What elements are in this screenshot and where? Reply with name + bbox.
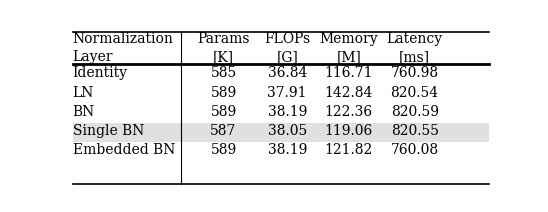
Text: 122.36: 122.36 bbox=[325, 105, 373, 119]
Text: 760.98: 760.98 bbox=[391, 66, 439, 80]
Text: 38.05: 38.05 bbox=[267, 124, 307, 138]
Text: BN: BN bbox=[73, 105, 95, 119]
Text: Params
[K]: Params [K] bbox=[197, 32, 250, 64]
Text: 587: 587 bbox=[210, 124, 237, 138]
Text: 589: 589 bbox=[210, 86, 237, 100]
Text: Latency
[ms]: Latency [ms] bbox=[386, 32, 443, 64]
Text: Memory
[M]: Memory [M] bbox=[319, 32, 378, 64]
Text: 589: 589 bbox=[210, 144, 237, 158]
Text: 116.71: 116.71 bbox=[324, 66, 373, 80]
Bar bbox=[73, 123, 489, 142]
Text: 38.19: 38.19 bbox=[267, 105, 307, 119]
Text: 820.59: 820.59 bbox=[391, 105, 438, 119]
Text: 820.54: 820.54 bbox=[391, 86, 439, 100]
Text: 585: 585 bbox=[210, 66, 237, 80]
Text: Identity: Identity bbox=[73, 66, 128, 80]
Text: 760.08: 760.08 bbox=[391, 144, 439, 158]
Text: Single BN: Single BN bbox=[73, 124, 144, 138]
Text: 820.55: 820.55 bbox=[391, 124, 438, 138]
Text: 36.84: 36.84 bbox=[267, 66, 307, 80]
Text: 38.19: 38.19 bbox=[267, 144, 307, 158]
Text: 142.84: 142.84 bbox=[324, 86, 373, 100]
Text: Embedded BN: Embedded BN bbox=[73, 144, 175, 158]
Text: 589: 589 bbox=[210, 105, 237, 119]
Text: Normalization
Layer: Normalization Layer bbox=[73, 32, 174, 64]
Text: FLOPs
[G]: FLOPs [G] bbox=[264, 32, 310, 64]
Text: 37.91: 37.91 bbox=[267, 86, 307, 100]
Text: LN: LN bbox=[73, 86, 94, 100]
Text: 119.06: 119.06 bbox=[324, 124, 373, 138]
Text: 121.82: 121.82 bbox=[324, 144, 373, 158]
